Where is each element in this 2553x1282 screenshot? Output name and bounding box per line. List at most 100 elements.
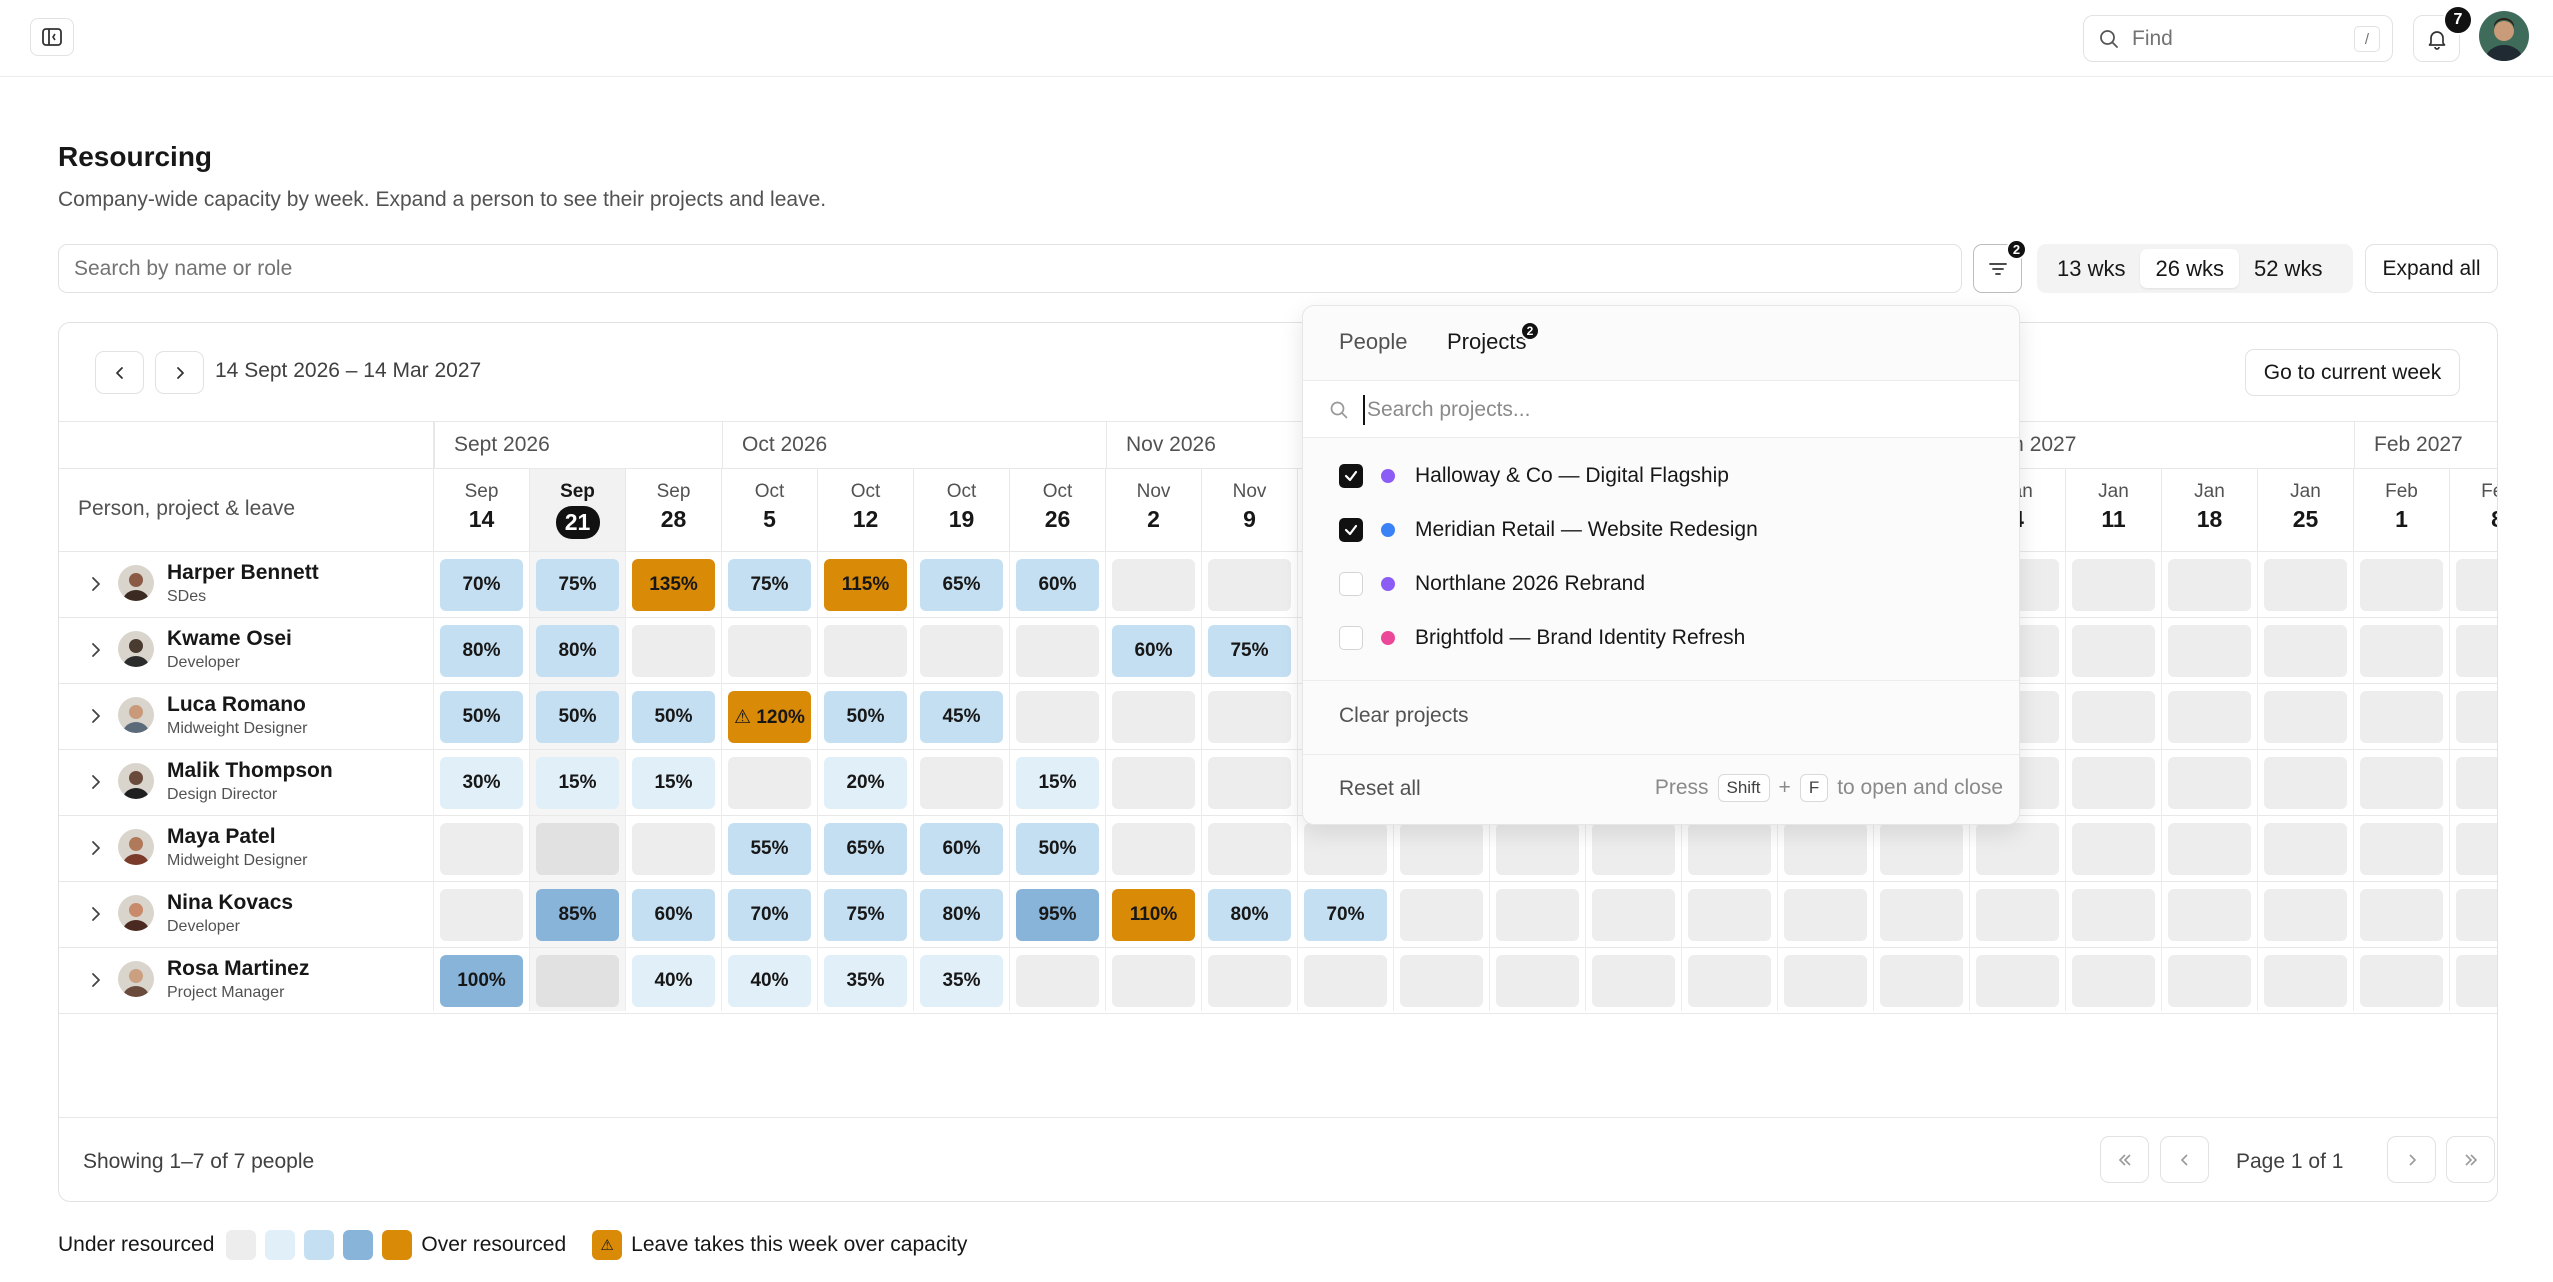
capacity-cell[interactable]: 100% [440,955,523,1007]
capacity-cell[interactable]: 15% [536,757,619,809]
clear-projects-button[interactable]: Clear projects [1339,704,1469,727]
capacity-cell[interactable] [1688,955,1771,1007]
range-13-weeks[interactable]: 13 wks [2057,255,2126,281]
capacity-cell[interactable] [2072,823,2155,875]
capacity-cell[interactable] [2072,757,2155,809]
capacity-cell[interactable] [2168,625,2251,677]
capacity-cell[interactable] [2456,955,2497,1007]
capacity-cell[interactable]: 75% [728,559,811,611]
capacity-cell[interactable] [2072,559,2155,611]
capacity-cell[interactable] [2360,889,2443,941]
capacity-cell[interactable] [1784,889,1867,941]
capacity-cell[interactable] [1592,823,1675,875]
capacity-cell[interactable]: 80% [920,889,1003,941]
capacity-cell[interactable] [1208,757,1291,809]
capacity-cell[interactable] [824,625,907,677]
capacity-cell[interactable]: 95% [1016,889,1099,941]
capacity-cell[interactable]: 135% [632,559,715,611]
capacity-cell[interactable] [1784,823,1867,875]
capacity-cell[interactable] [536,823,619,875]
notifications-button[interactable] [2413,15,2460,62]
capacity-cell[interactable] [1400,823,1483,875]
project-checkbox[interactable] [1339,518,1363,542]
capacity-cell[interactable] [2360,757,2443,809]
capacity-cell[interactable] [2456,559,2497,611]
range-52-weeks[interactable]: 52 wks [2253,255,2323,281]
capacity-cell[interactable]: 70% [440,559,523,611]
capacity-cell[interactable]: 75% [536,559,619,611]
capacity-cell[interactable]: 50% [440,691,523,743]
last-page-button[interactable] [2446,1136,2495,1183]
capacity-cell[interactable]: 70% [1304,889,1387,941]
capacity-cell[interactable] [2360,691,2443,743]
capacity-cell[interactable] [1592,889,1675,941]
capacity-cell[interactable] [1112,823,1195,875]
previous-period-button[interactable] [95,351,144,394]
tab-people[interactable]: People [1339,329,1408,354]
capacity-cell[interactable] [440,889,523,941]
project-checkbox[interactable] [1339,626,1363,650]
capacity-cell[interactable] [2168,691,2251,743]
capacity-cell[interactable] [920,625,1003,677]
find-search[interactable]: Find / [2083,15,2393,62]
capacity-cell[interactable]: 35% [920,955,1003,1007]
capacity-cell[interactable] [2168,559,2251,611]
tab-projects[interactable]: Projects [1447,329,1527,354]
capacity-cell[interactable] [1688,889,1771,941]
capacity-cell[interactable] [1208,823,1291,875]
project-checkbox[interactable] [1339,464,1363,488]
capacity-cell[interactable]: 75% [1208,625,1291,677]
capacity-cell[interactable]: 35% [824,955,907,1007]
capacity-cell[interactable] [2168,823,2251,875]
chevron-right-icon[interactable] [85,969,107,991]
capacity-cell[interactable] [2456,823,2497,875]
capacity-cell[interactable]: 40% [728,955,811,1007]
capacity-cell[interactable]: 55% [728,823,811,875]
capacity-cell[interactable]: 80% [536,625,619,677]
capacity-cell[interactable] [1400,955,1483,1007]
capacity-cell[interactable]: ⚠ 120% [728,691,811,743]
capacity-cell[interactable]: 15% [632,757,715,809]
capacity-cell[interactable]: 50% [824,691,907,743]
capacity-cell[interactable] [1112,757,1195,809]
capacity-cell[interactable] [1976,889,2059,941]
capacity-cell[interactable] [1016,691,1099,743]
person-name[interactable]: Rosa Martinez [167,957,310,980]
capacity-cell[interactable] [1496,955,1579,1007]
capacity-cell[interactable] [440,823,523,875]
filter-button[interactable] [1973,244,2022,293]
person-name[interactable]: Nina Kovacs [167,891,294,914]
capacity-cell[interactable]: 20% [824,757,907,809]
project-checkbox[interactable] [1339,572,1363,596]
next-period-button[interactable] [155,351,204,394]
chevron-right-icon[interactable] [85,903,107,925]
capacity-cell[interactable] [2168,955,2251,1007]
capacity-cell[interactable] [728,757,811,809]
capacity-cell[interactable] [1688,823,1771,875]
capacity-cell[interactable] [1208,955,1291,1007]
first-page-button[interactable] [2100,1136,2149,1183]
capacity-cell[interactable] [2456,757,2497,809]
capacity-cell[interactable]: 30% [440,757,523,809]
chevron-right-icon[interactable] [85,573,107,595]
capacity-cell[interactable]: 60% [1112,625,1195,677]
capacity-cell[interactable]: 40% [632,955,715,1007]
capacity-cell[interactable] [1112,559,1195,611]
chevron-right-icon[interactable] [85,639,107,661]
capacity-cell[interactable] [632,625,715,677]
chevron-right-icon[interactable] [85,771,107,793]
project-search-input[interactable] [1363,395,1983,425]
capacity-cell[interactable]: 60% [920,823,1003,875]
capacity-cell[interactable] [2264,691,2347,743]
range-26-weeks[interactable]: 26 wks [2140,249,2239,288]
capacity-cell[interactable]: 110% [1112,889,1195,941]
project-option[interactable]: Halloway & Co — Digital Flagship [1339,460,1729,492]
capacity-cell[interactable] [1880,823,1963,875]
expand-all-button[interactable]: Expand all [2365,244,2498,293]
capacity-cell[interactable] [1208,691,1291,743]
capacity-cell[interactable] [2072,889,2155,941]
capacity-cell[interactable] [1976,955,2059,1007]
person-name[interactable]: Luca Romano [167,693,306,716]
capacity-cell[interactable]: 85% [536,889,619,941]
person-name[interactable]: Maya Patel [167,825,276,848]
